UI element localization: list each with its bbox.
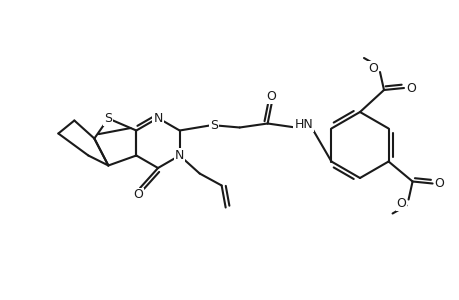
Text: S: S — [209, 119, 217, 132]
Text: O: O — [133, 188, 143, 202]
Text: O: O — [396, 197, 406, 210]
Text: N: N — [174, 149, 184, 162]
Text: O: O — [367, 61, 377, 74]
Text: S: S — [104, 112, 112, 125]
Text: N: N — [153, 112, 162, 124]
Text: O: O — [405, 82, 415, 94]
Text: HN: HN — [294, 118, 312, 131]
Text: O: O — [434, 177, 443, 190]
Text: O: O — [266, 90, 276, 103]
